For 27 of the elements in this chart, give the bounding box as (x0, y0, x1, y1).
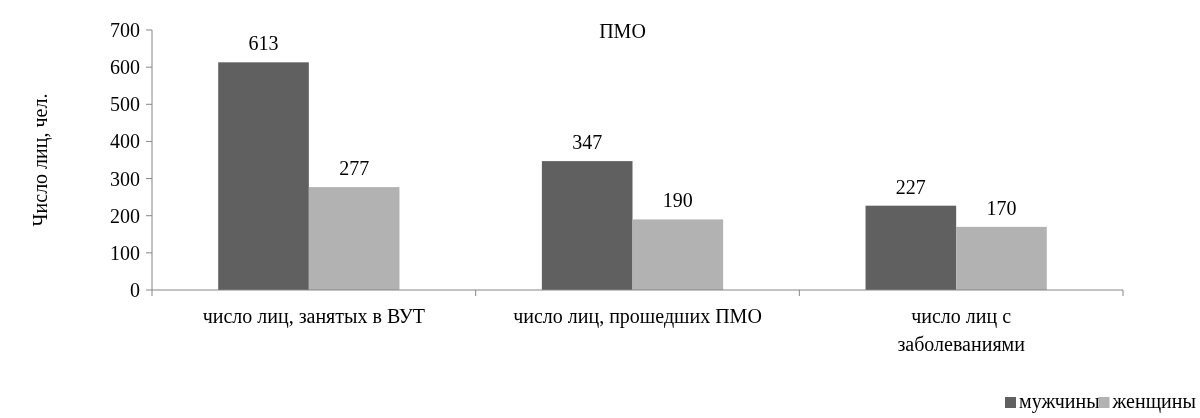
y-tick-label: 700 (110, 19, 140, 41)
data-label: 190 (662, 189, 693, 212)
bar (218, 62, 309, 290)
x-tick-label: число лиц, занятых в ВУТ (202, 305, 426, 328)
x-tick-label: число лиц с заболеваниями (897, 305, 1026, 355)
x-tick-label: число лиц, прошедших ПМО (513, 305, 762, 328)
y-tick-label: 400 (110, 130, 140, 153)
y-tick-label: 500 (110, 93, 140, 116)
legend-label: женщины (1111, 390, 1196, 413)
y-tick-label: 0 (130, 279, 140, 301)
y-tick-label: 600 (110, 56, 140, 79)
y-axis-title: Число лиц, чел. (29, 93, 52, 227)
data-label: 347 (572, 131, 603, 154)
bar (632, 219, 724, 290)
data-label: 227 (895, 175, 926, 198)
y-tick-label: 200 (110, 204, 140, 227)
data-label: 277 (339, 157, 370, 180)
y-tick-label: 100 (110, 241, 140, 264)
bar (541, 161, 633, 290)
y-tick-label: 300 (110, 167, 140, 190)
bar (308, 187, 400, 290)
bar (865, 205, 957, 290)
legend-label: мужчины (1019, 390, 1100, 413)
chart-title: ПМО (599, 20, 646, 42)
bar (956, 226, 1047, 290)
data-label: 170 (986, 196, 1017, 219)
data-label: 613 (248, 32, 279, 55)
